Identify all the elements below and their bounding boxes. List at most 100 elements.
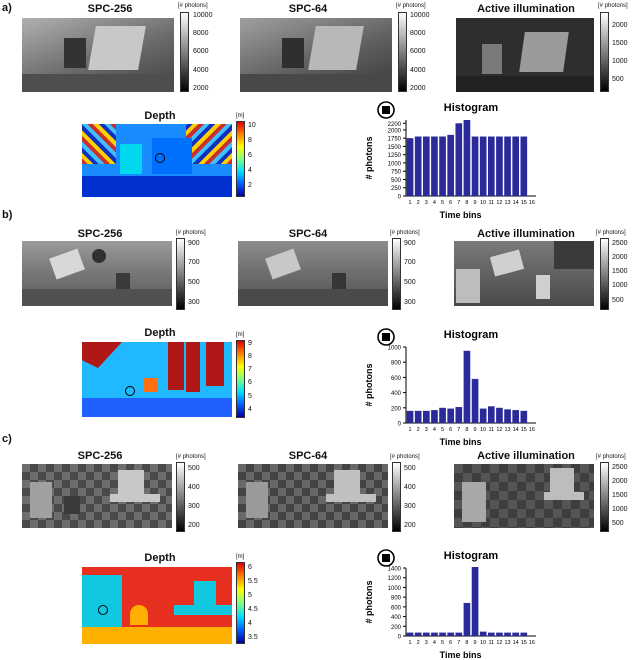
spc64-image-c (238, 464, 388, 528)
x-tick-label: 14 (513, 427, 519, 433)
histogram-bar (471, 136, 479, 196)
histogram-bar (471, 567, 479, 636)
colorbar-tick: 500 (612, 76, 624, 83)
histogram-bar (431, 410, 438, 423)
colorbar-tick: 4 (248, 167, 252, 174)
spc256-image-c (22, 464, 172, 528)
depth-colorbar-b (236, 340, 245, 418)
colorbar-tick: 2000 (612, 254, 628, 261)
x-tick-label: 6 (449, 200, 452, 206)
x-tick-label: 5 (441, 640, 444, 646)
depth-title-a: Depth (144, 110, 176, 122)
histogram-bar (512, 136, 520, 196)
colorbar-tick: 400 (188, 484, 200, 491)
colorbar-tick: 10000 (410, 12, 430, 19)
histogram-bar (520, 136, 528, 196)
x-tick-label: 1 (409, 200, 412, 206)
y-tick-label: 200 (391, 406, 402, 412)
y-tick-label: 1000 (388, 161, 402, 167)
y-axis-label: # photons (364, 581, 374, 624)
spc64-title-c: SPC-64 (288, 450, 328, 462)
colorbar-tick: 3.5 (248, 634, 258, 641)
colorbar-tick: 2500 (612, 240, 628, 247)
colorbar-tick: 500 (612, 297, 624, 304)
spc256-colorbar-b (176, 238, 185, 310)
spc256-unit-c: [# photons] (176, 454, 206, 460)
spc64-title-b: SPC-64 (288, 228, 328, 240)
x-tick-label: 4 (433, 427, 436, 433)
x-tick-label: 15 (521, 200, 527, 206)
colorbar-tick: 10 (248, 122, 256, 129)
x-tick-label: 5 (441, 200, 444, 206)
colorbar-tick: 1000 (612, 282, 628, 289)
histogram-bar (422, 410, 430, 423)
spc64-image-b (238, 241, 388, 306)
colorbar-tick: 1500 (612, 492, 628, 499)
histogram-bar (414, 410, 422, 423)
x-tick-label: 10 (480, 200, 486, 206)
histogram-bar (479, 136, 487, 196)
x-tick-label: 13 (505, 200, 511, 206)
x-tick-label: 10 (480, 427, 486, 433)
colorbar-tick: 300 (188, 503, 200, 510)
x-tick-label: 2 (417, 640, 420, 646)
active-colorbar-b (600, 238, 609, 310)
colorbar-tick: 700 (404, 259, 416, 266)
y-tick-label: 1750 (388, 137, 402, 143)
x-tick-label: 7 (457, 427, 460, 433)
x-tick-label: 3 (425, 427, 428, 433)
histogram-bar (471, 378, 479, 423)
colorbar-tick: 500 (188, 279, 200, 286)
x-axis-label: Time bins (440, 650, 482, 660)
colorbar-tick: 6000 (193, 48, 209, 55)
histogram-bar (463, 120, 471, 196)
histogram-bar (431, 136, 438, 196)
depth-unit-c: [m] (236, 554, 245, 560)
depth-map-b (82, 342, 232, 417)
x-tick-label: 3 (425, 200, 428, 206)
active-unit-c: [# photons] (596, 454, 626, 460)
colorbar-tick: 200 (404, 522, 416, 529)
colorbar-tick: 1500 (612, 40, 628, 47)
y-tick-label: 0 (398, 635, 402, 641)
histogram-bar (422, 632, 430, 636)
y-tick-label: 250 (391, 186, 402, 192)
histogram-title: Histogram (444, 102, 499, 114)
y-tick-label: 1000 (388, 346, 402, 352)
histogram-bar (520, 632, 528, 636)
y-tick-label: 1000 (388, 586, 402, 592)
histogram-bar (439, 136, 446, 196)
y-tick-label: 200 (391, 625, 402, 631)
x-tick-label: 7 (457, 200, 460, 206)
x-tick-label: 16 (529, 640, 535, 646)
x-tick-label: 11 (488, 427, 494, 433)
panel-label-c: c) (2, 433, 12, 445)
spc256-title-b: SPC-256 (77, 228, 123, 240)
colorbar-tick: 300 (404, 503, 416, 510)
x-tick-label: 2 (417, 427, 420, 433)
colorbar-tick: 7 (248, 366, 252, 373)
histogram-title: Histogram (444, 329, 499, 341)
depth-unit-b: [m] (236, 332, 245, 338)
spc64-unit-c: [# photons] (390, 454, 420, 460)
spc64-colorbar-a (398, 12, 407, 92)
depth-map-a (82, 124, 232, 197)
x-tick-label: 9 (474, 640, 477, 646)
colorbar-tick: 5 (248, 592, 252, 599)
histogram-bar (406, 138, 414, 196)
x-tick-label: 7 (457, 640, 460, 646)
histogram-bar (455, 632, 463, 636)
colorbar-tick: 4000 (410, 67, 426, 74)
active-image-c (454, 464, 594, 528)
colorbar-tick: 700 (188, 259, 200, 266)
colorbar-tick: 2000 (410, 85, 426, 92)
spc256-unit-a: [# photons] (178, 3, 208, 9)
x-tick-label: 1 (409, 427, 412, 433)
colorbar-tick: 4 (248, 620, 252, 627)
x-axis-label: Time bins (440, 210, 482, 220)
depth-colorbar-c (236, 562, 245, 644)
y-tick-label: 1200 (388, 576, 402, 582)
histogram-bar (447, 632, 455, 636)
spc256-colorbar-a (180, 12, 189, 92)
x-tick-label: 6 (449, 427, 452, 433)
